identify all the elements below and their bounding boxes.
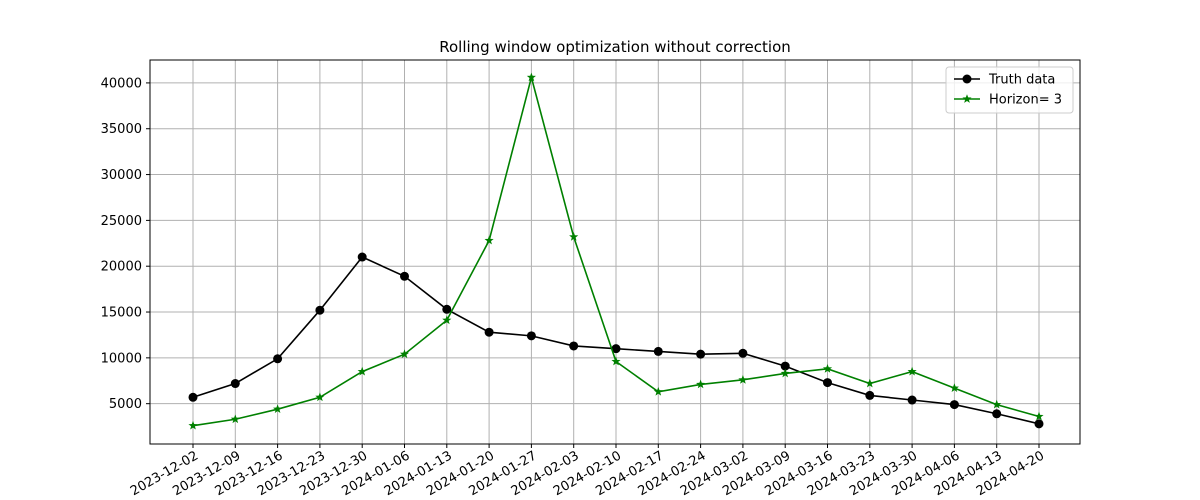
y-tick-label: 10000 xyxy=(101,351,142,366)
legend-item: Horizon= 3 xyxy=(954,93,1062,108)
data-point xyxy=(611,356,621,366)
y-tick-label: 30000 xyxy=(101,168,142,183)
data-point xyxy=(188,392,198,402)
series-group xyxy=(188,72,1044,430)
data-point xyxy=(907,395,917,405)
y-tick-label: 25000 xyxy=(101,214,142,229)
y-tick-label: 20000 xyxy=(101,260,142,275)
legend-label: Truth data xyxy=(988,73,1055,88)
data-point xyxy=(653,346,663,356)
data-point xyxy=(1034,411,1044,421)
data-point xyxy=(1034,419,1044,429)
legend: Truth data Horizon= 3 xyxy=(945,66,1074,114)
data-point xyxy=(442,304,452,314)
data-point xyxy=(949,383,959,392)
data-point xyxy=(865,378,875,388)
y-tick-label: 40000 xyxy=(101,76,142,91)
data-point xyxy=(188,420,198,430)
data-point xyxy=(273,354,283,364)
data-point xyxy=(442,315,452,325)
y-tick-label: 35000 xyxy=(101,122,142,137)
series-0 xyxy=(188,252,1044,429)
data-point xyxy=(526,331,536,341)
data-point xyxy=(273,404,283,414)
data-point xyxy=(569,232,579,241)
data-point xyxy=(230,379,240,389)
data-point xyxy=(992,399,1002,409)
data-point xyxy=(315,305,325,315)
plot-frame xyxy=(149,59,1081,445)
data-point xyxy=(569,341,579,351)
y-tick-label: 5000 xyxy=(109,397,142,412)
legend-label: Horizon= 3 xyxy=(989,93,1062,108)
data-point xyxy=(484,327,494,337)
y-tick-label: 15000 xyxy=(101,306,142,321)
data-point xyxy=(738,375,748,384)
legend-marker xyxy=(962,94,972,103)
data-point xyxy=(822,364,833,373)
data-point xyxy=(992,409,1002,419)
legend-marker xyxy=(962,74,972,84)
data-point xyxy=(653,386,663,396)
data-point xyxy=(907,366,917,376)
data-point xyxy=(696,379,706,389)
series-1 xyxy=(188,72,1044,430)
data-point xyxy=(865,390,875,400)
data-point xyxy=(230,414,240,424)
data-point xyxy=(399,349,410,359)
data-point xyxy=(738,348,748,358)
data-point xyxy=(484,235,494,245)
data-point xyxy=(949,400,959,410)
y-axis: 5000 10000 15000 20000 25000 30000 35000 40000 xyxy=(101,76,150,412)
data-point xyxy=(526,72,536,82)
data-point xyxy=(611,344,621,354)
grid-lines xyxy=(150,60,1080,444)
chart-title: Rolling window optimization without corr… xyxy=(439,38,791,56)
data-point xyxy=(357,366,367,376)
x-axis: 2023-12-022023-12-092023-12-162023-12-23… xyxy=(128,444,1047,499)
data-point xyxy=(400,271,409,281)
data-point xyxy=(315,392,325,402)
data-point xyxy=(696,349,706,359)
legend-item: Truth data xyxy=(954,73,1055,88)
data-point xyxy=(780,361,790,371)
data-point xyxy=(357,252,367,262)
data-point xyxy=(823,378,832,388)
data-point xyxy=(780,368,790,378)
